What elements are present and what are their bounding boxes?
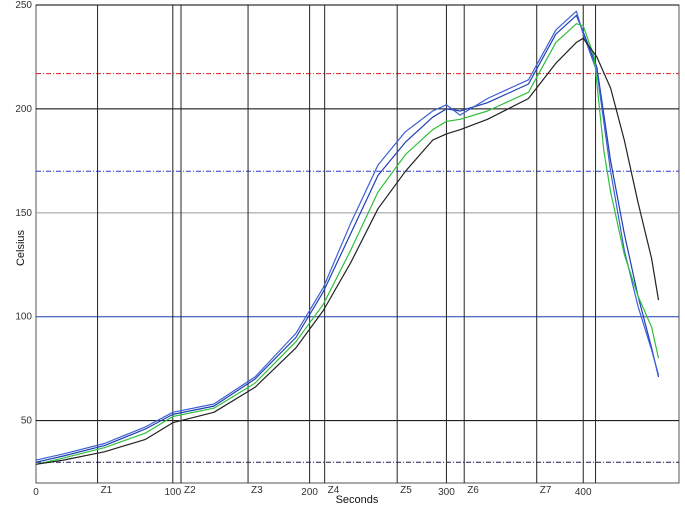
x-tick-labels: 0 100 200 300 400: [33, 487, 592, 498]
zone-label-z5: Z5: [400, 485, 412, 496]
y-tick-labels: 50 100 150 200 250: [15, 0, 32, 427]
series-line-3: [35, 23, 660, 465]
zone-label-z4: Z4: [328, 485, 340, 496]
x-tick-label: 400: [575, 487, 592, 498]
zone-label-z2: Z2: [184, 485, 196, 496]
y-axis-title: Celsius: [15, 229, 27, 266]
zone-label-z6: Z6: [467, 485, 479, 496]
y-tick-label: 150: [15, 208, 32, 219]
zone-label-z7: Z7: [540, 485, 552, 496]
x-axis-title: Seconds: [336, 494, 379, 506]
x-tick-label: 0: [33, 487, 39, 498]
series-line-4: [35, 37, 660, 465]
series-line-1: [35, 14, 660, 463]
y-tick-label: 100: [15, 312, 32, 323]
y-tick-label: 250: [15, 0, 32, 11]
plot-background: [35, 4, 680, 484]
x-tick-label: 300: [438, 487, 455, 498]
zone-boundary-lines: [97, 5, 597, 483]
zone-labels: Z1 Z2 Z3 Z4 Z5 Z6 Z7: [101, 485, 552, 496]
series-lines: [35, 10, 660, 465]
horizontal-gridlines: [36, 4, 679, 463]
y-tick-label: 200: [15, 104, 32, 115]
x-tick-label: 100: [164, 487, 181, 498]
series-line-2: [35, 10, 660, 461]
zone-label-z3: Z3: [251, 485, 263, 496]
zone-label-z1: Z1: [101, 485, 113, 496]
y-tick-label: 50: [21, 416, 33, 427]
x-tick-label: 200: [301, 487, 318, 498]
